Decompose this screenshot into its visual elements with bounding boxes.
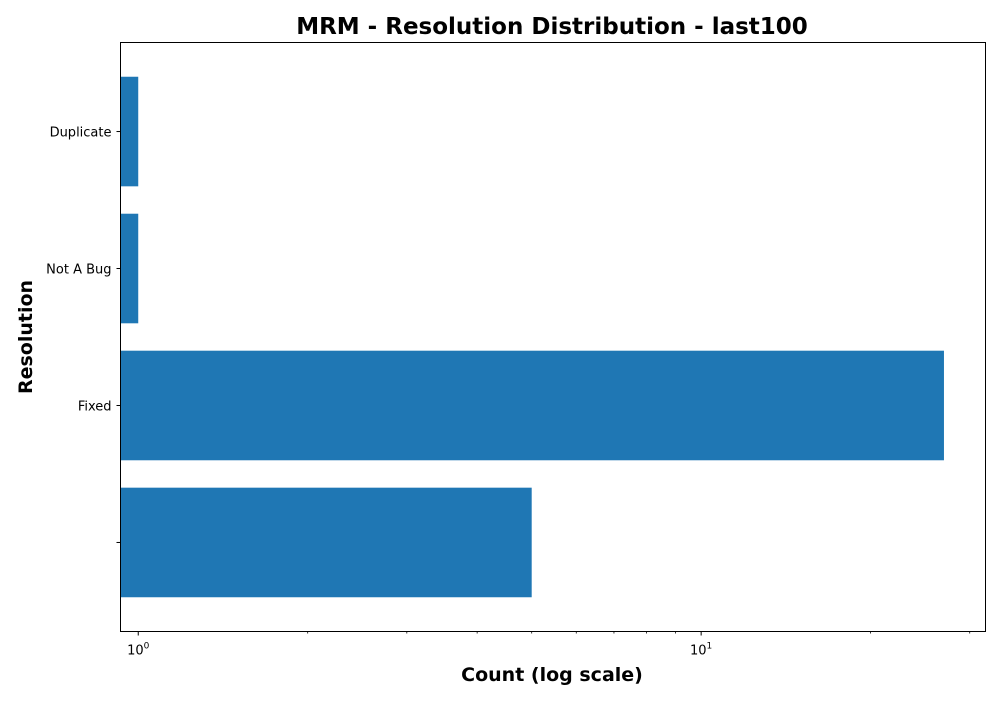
bar-duplicate — [120, 76, 139, 187]
bars — [120, 76, 944, 598]
y-axis-label: Resolution — [15, 280, 37, 394]
y-tick-label: Duplicate — [50, 126, 112, 141]
bar-unlabeled — [120, 487, 532, 598]
x-axis-label: Count (log scale) — [461, 664, 643, 686]
plot-frame — [120, 42, 986, 632]
x-axis-ticks: 100 101 — [127, 631, 971, 659]
x-tick-label: 100 — [127, 642, 150, 659]
y-tick-label: Fixed — [78, 399, 112, 414]
bar-not-a-bug — [120, 213, 139, 324]
chart-title: MRM - Resolution Distribution - last100 — [296, 14, 808, 40]
bar-fixed — [120, 350, 944, 461]
y-axis-ticks: Fixed Not A Bug Duplicate — [46, 126, 121, 543]
x-tick-label: 101 — [690, 642, 712, 659]
y-tick-label: Not A Bug — [46, 263, 111, 278]
